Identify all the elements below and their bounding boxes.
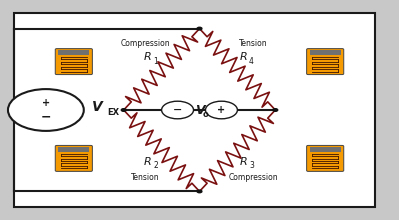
- Circle shape: [197, 190, 202, 193]
- Text: 2: 2: [153, 161, 158, 170]
- Circle shape: [8, 89, 84, 131]
- Text: Compression: Compression: [121, 40, 170, 48]
- Text: 1: 1: [153, 57, 158, 66]
- Text: R: R: [239, 157, 247, 167]
- Circle shape: [273, 109, 278, 111]
- Text: V: V: [92, 100, 103, 114]
- Text: +: +: [217, 105, 225, 115]
- Text: −: −: [173, 105, 182, 115]
- Bar: [58, 147, 89, 152]
- Text: 3: 3: [249, 161, 254, 170]
- FancyBboxPatch shape: [306, 145, 344, 171]
- Bar: [310, 147, 340, 152]
- Bar: [310, 50, 340, 55]
- Text: EX: EX: [107, 108, 119, 117]
- Bar: [14, 13, 375, 207]
- Text: R: R: [144, 157, 152, 167]
- Text: V: V: [195, 103, 204, 117]
- Circle shape: [197, 27, 202, 30]
- Text: Tension: Tension: [239, 40, 268, 48]
- Text: Compression: Compression: [229, 173, 278, 182]
- Circle shape: [162, 101, 194, 119]
- Text: R: R: [144, 52, 152, 62]
- Text: +: +: [42, 98, 50, 108]
- Text: 4: 4: [249, 57, 254, 66]
- FancyBboxPatch shape: [306, 49, 344, 75]
- Text: −: −: [41, 110, 51, 123]
- Circle shape: [205, 101, 237, 119]
- Text: o: o: [203, 110, 208, 119]
- FancyBboxPatch shape: [55, 49, 92, 75]
- Bar: [58, 50, 89, 55]
- Circle shape: [121, 109, 126, 111]
- FancyBboxPatch shape: [55, 145, 92, 171]
- Text: Tension: Tension: [131, 173, 160, 182]
- Text: R: R: [239, 52, 247, 62]
